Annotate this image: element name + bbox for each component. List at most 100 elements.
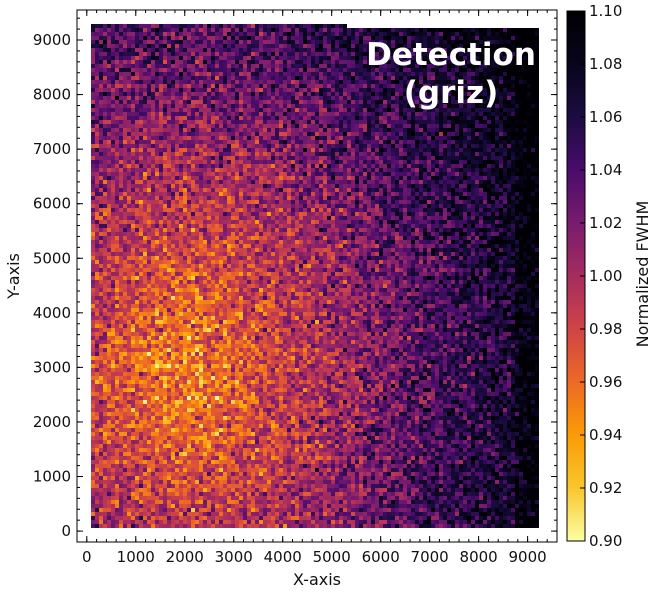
heatmap-cell	[503, 180, 507, 184]
heatmap-cell	[399, 136, 403, 140]
heatmap-cell	[283, 88, 287, 92]
heatmap-cell	[363, 152, 367, 156]
heatmap-cell	[375, 160, 379, 164]
heatmap-cell	[227, 92, 231, 96]
heatmap-cell	[287, 140, 291, 144]
heatmap-cell	[171, 200, 175, 204]
heatmap-cell	[235, 32, 239, 36]
heatmap-cell	[91, 52, 95, 56]
heatmap-cell	[347, 176, 351, 180]
heatmap-cell	[411, 88, 415, 92]
heatmap-cell	[475, 44, 479, 48]
heatmap-cell	[91, 172, 95, 176]
heatmap-cell	[99, 204, 103, 208]
heatmap-cell	[239, 184, 243, 188]
heatmap-cell	[331, 140, 335, 144]
heatmap-cell	[135, 152, 139, 156]
heatmap-cell	[439, 60, 443, 64]
heatmap-cell	[151, 36, 155, 40]
heatmap-cell	[91, 128, 95, 132]
heatmap-cell	[95, 24, 99, 28]
heatmap-cell	[179, 120, 183, 124]
heatmap-cell	[359, 68, 363, 72]
heatmap-cell	[415, 76, 419, 80]
heatmap-cell	[219, 32, 223, 36]
heatmap-cell	[407, 188, 411, 192]
heatmap-cell	[439, 184, 443, 188]
heatmap-cell	[195, 80, 199, 84]
heatmap-cell	[515, 176, 519, 180]
heatmap-cell	[499, 100, 503, 104]
heatmap-cell	[131, 200, 135, 204]
heatmap-cell	[151, 132, 155, 136]
heatmap-cell	[179, 80, 183, 84]
heatmap-cell	[271, 160, 275, 164]
heatmap-cell	[287, 132, 291, 136]
heatmap-cell	[239, 172, 243, 176]
heatmap-cell	[483, 84, 487, 88]
heatmap-cell	[479, 48, 483, 52]
heatmap-cell	[375, 28, 379, 32]
heatmap-cell	[451, 64, 455, 68]
heatmap-cell	[515, 156, 519, 160]
heatmap-cell	[147, 92, 151, 96]
heatmap-cell	[99, 40, 103, 44]
heatmap-cell	[179, 84, 183, 88]
heatmap-cell	[111, 116, 115, 120]
heatmap-cell	[371, 76, 375, 80]
heatmap-cell	[143, 92, 147, 96]
heatmap-cell	[535, 152, 539, 156]
heatmap-cell	[399, 176, 403, 180]
heatmap-cell	[511, 76, 515, 80]
heatmap-cell	[395, 88, 399, 92]
heatmap-cell	[451, 152, 455, 156]
heatmap-cell	[447, 184, 451, 188]
heatmap-cell	[207, 168, 211, 172]
heatmap-cell	[171, 112, 175, 116]
heatmap-cell	[455, 108, 459, 112]
heatmap-cell	[155, 76, 159, 80]
heatmap-cell	[307, 72, 311, 76]
heatmap-cell	[535, 52, 539, 56]
heatmap-cell	[99, 84, 103, 88]
heatmap-cell	[379, 104, 383, 108]
heatmap-cell	[147, 104, 151, 108]
heatmap-cell	[335, 92, 339, 96]
heatmap-cell	[135, 140, 139, 144]
heatmap-cell	[471, 60, 475, 64]
heatmap-cell	[271, 156, 275, 160]
heatmap-cell	[219, 56, 223, 60]
heatmap-cell	[271, 84, 275, 88]
heatmap-cell	[195, 108, 199, 112]
heatmap-cell	[523, 168, 527, 172]
heatmap-cell	[207, 64, 211, 68]
heatmap-cell	[531, 104, 535, 108]
heatmap-cell	[527, 132, 531, 136]
heatmap-cell	[271, 80, 275, 84]
heatmap-cell	[339, 72, 343, 76]
heatmap-cell	[419, 112, 423, 116]
heatmap-cell	[519, 184, 523, 188]
heatmap-cell	[111, 28, 115, 32]
heatmap-cell	[103, 156, 107, 160]
heatmap-cell	[251, 24, 255, 28]
heatmap-cell	[115, 68, 119, 72]
heatmap-cell	[531, 188, 535, 192]
heatmap-cell	[467, 56, 471, 60]
heatmap-cell	[275, 72, 279, 76]
heatmap-cell	[211, 44, 215, 48]
heatmap-cell	[415, 60, 419, 64]
heatmap-cell	[395, 96, 399, 100]
heatmap-cell	[123, 56, 127, 60]
heatmap-cell	[247, 132, 251, 136]
heatmap-cell	[187, 84, 191, 88]
heatmap-cell	[187, 152, 191, 156]
heatmap-cell	[115, 60, 119, 64]
heatmap-cell	[447, 180, 451, 184]
heatmap-cell	[159, 128, 163, 132]
heatmap-cell	[151, 28, 155, 32]
heatmap-cell	[403, 96, 407, 100]
heatmap-cell	[495, 184, 499, 188]
heatmap-cell	[199, 52, 203, 56]
heatmap-cell	[211, 116, 215, 120]
